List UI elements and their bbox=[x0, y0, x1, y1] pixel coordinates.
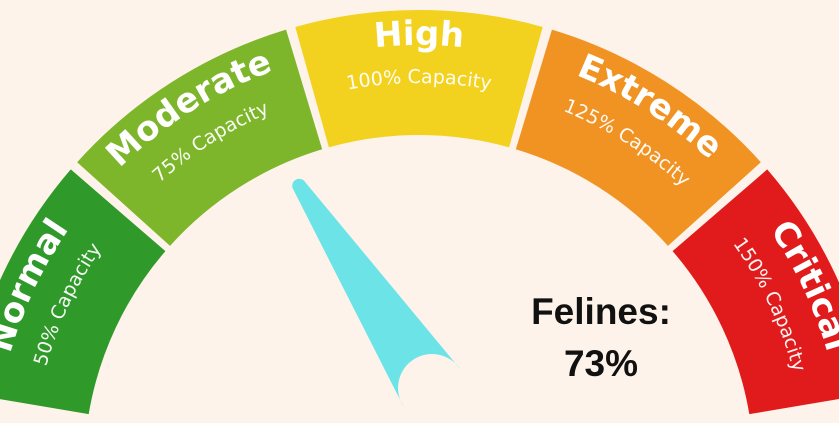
segment-extreme bbox=[515, 29, 761, 246]
readout-label: Felines: bbox=[531, 291, 671, 332]
segment-title-high: High bbox=[373, 14, 466, 56]
readout-value: 73% bbox=[563, 343, 639, 384]
gauge-needle bbox=[292, 178, 461, 407]
felines-readout: Felines: 73% bbox=[506, 286, 696, 390]
segment-critical bbox=[672, 169, 839, 415]
segment-high bbox=[295, 10, 543, 148]
segment-moderate bbox=[77, 29, 323, 246]
segment-normal bbox=[0, 169, 166, 415]
